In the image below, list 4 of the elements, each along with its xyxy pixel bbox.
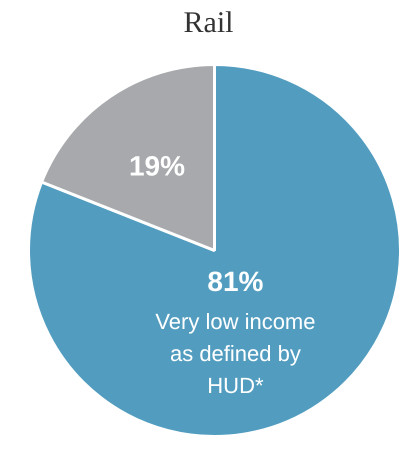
data-label: 19%	[128, 150, 186, 182]
slice-label: Very low income as defined by HUD*	[155, 308, 316, 398]
chart-title: Rail	[184, 6, 234, 39]
data-label: 81%	[207, 266, 264, 297]
